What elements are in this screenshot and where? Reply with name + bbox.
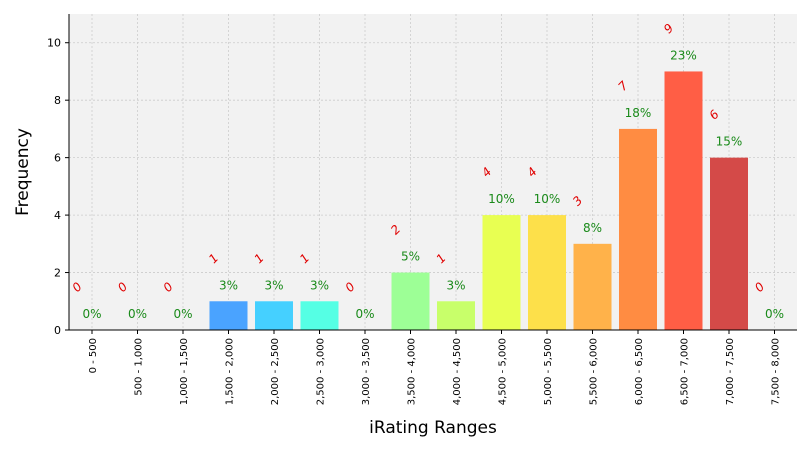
x-tick-label: 4,500 - 5,000 xyxy=(498,338,509,405)
percent-label: 18% xyxy=(625,106,652,120)
y-tick-label: 2 xyxy=(54,267,61,280)
bar-labels: 0%00%00%0 3%13%13%10%05%23%110%410%48%318… xyxy=(70,21,785,321)
x-tick-label: 0 - 500 xyxy=(88,338,99,373)
x-tick-label: 2,000 - 2,500 xyxy=(270,338,281,405)
x-tick-label: 1,500 - 2,000 xyxy=(225,338,236,405)
x-tick-label: 3,000 - 3,500 xyxy=(361,338,372,405)
x-tick-label: 500 - 1,000 xyxy=(134,338,145,396)
percent-label: 3% xyxy=(219,278,238,292)
percent-label: 0% xyxy=(173,307,192,321)
percent-label: 5% xyxy=(401,250,420,264)
percent-label: 3% xyxy=(264,278,283,292)
y-tick-label: 6 xyxy=(54,152,61,165)
bar xyxy=(482,215,521,330)
percent-label: 3% xyxy=(446,278,465,292)
bars xyxy=(209,71,748,331)
x-tick-label: 7,000 - 7,500 xyxy=(725,338,736,405)
percent-label: 10% xyxy=(534,192,561,206)
x-tick-label: 6,500 - 7,000 xyxy=(680,338,691,405)
bar xyxy=(710,157,748,330)
percent-label: 15% xyxy=(716,135,743,149)
x-tick-label: 5,000 - 5,500 xyxy=(543,338,554,405)
x-tick-label: 2,500 - 3,000 xyxy=(316,338,327,405)
percent-label: 0% xyxy=(82,307,101,321)
bar xyxy=(300,301,339,330)
y-tick-label: 8 xyxy=(54,94,61,107)
x-tick-label: 6,000 - 6,500 xyxy=(634,338,645,405)
x-tick-label: 1,000 - 1,500 xyxy=(179,338,190,405)
grid-lines xyxy=(69,14,797,330)
bar xyxy=(209,301,248,330)
x-axis-title: iRating Ranges xyxy=(369,418,497,438)
bar xyxy=(391,272,430,330)
percent-label: 3% xyxy=(310,278,329,292)
percent-label: 0% xyxy=(355,307,374,321)
axes: 0 2 4 6 8 10 0 - 500 500 - 1,000 1,000 - 1,500 1,… xyxy=(47,14,797,405)
bar xyxy=(619,128,657,330)
y-axis-title: Frequency xyxy=(13,128,33,216)
y-tick-label: 10 xyxy=(47,37,61,50)
percent-label: 10% xyxy=(488,192,515,206)
percent-label: 8% xyxy=(583,221,602,235)
bar xyxy=(573,243,612,330)
percent-label: 0% xyxy=(765,307,784,321)
x-tick-label: 3,500 - 4,000 xyxy=(407,338,418,405)
y-tick-label: 4 xyxy=(54,209,61,222)
bar xyxy=(664,71,703,331)
bar xyxy=(255,301,293,330)
bar xyxy=(528,215,566,330)
x-tick-label: 7,500 - 8,000 xyxy=(771,338,782,405)
bar xyxy=(437,301,475,330)
y-tick-label: 0 xyxy=(54,324,61,337)
percent-label: 0% xyxy=(128,307,147,321)
x-tick-label: 5,500 - 6,000 xyxy=(589,338,600,405)
percent-label: 23% xyxy=(670,48,697,62)
x-tick-label: 4,000 - 4,500 xyxy=(452,338,463,405)
